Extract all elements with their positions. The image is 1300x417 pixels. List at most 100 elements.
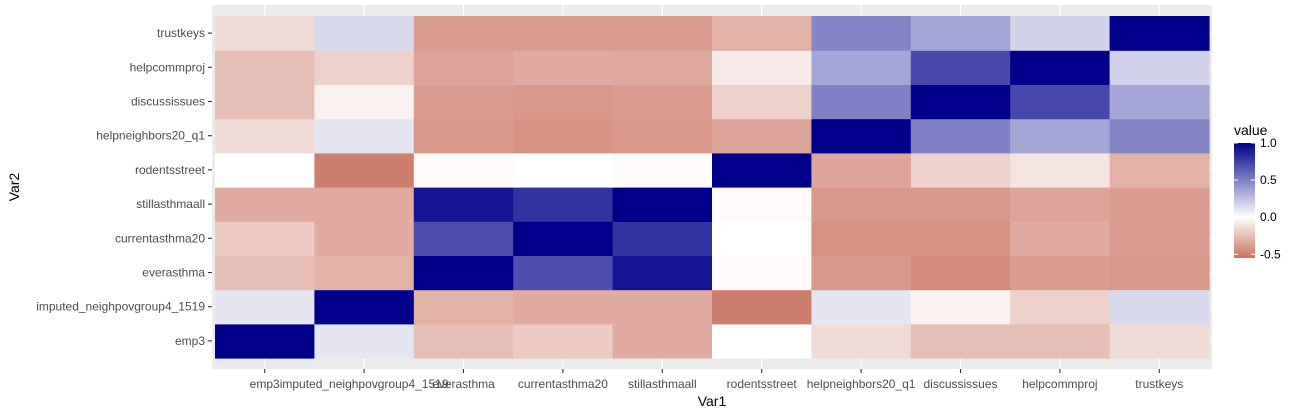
heatmap-cell [513, 221, 614, 256]
heatmap-cell [910, 255, 1011, 291]
heatmap-cell [413, 289, 514, 325]
y-tick-label: helpneighbors20_q1 [96, 129, 205, 143]
heatmap-cell [910, 50, 1011, 85]
legend-tick-label: 1.0 [1260, 136, 1277, 150]
heatmap-cell [712, 152, 812, 188]
heatmap-cell [712, 50, 812, 85]
heatmap-cell [413, 84, 514, 120]
heatmap-cell [811, 152, 912, 188]
heatmap-cell [1010, 16, 1111, 51]
heatmap-cell [513, 16, 614, 51]
x-tick-label: helpcommproj [1022, 377, 1097, 391]
heatmap-cell [513, 323, 614, 359]
heatmap-cell [910, 16, 1011, 51]
heatmap-cell [413, 255, 514, 291]
y-tick-label: everasthma [142, 266, 205, 280]
heatmap-cell [215, 118, 315, 154]
heatmap-cell [1109, 187, 1210, 222]
x-tick-label: imputed_neighpovgroup4_1519 [280, 377, 449, 391]
heatmap-cell [712, 289, 812, 325]
heatmap-cell [811, 16, 912, 51]
heatmap-cell [215, 50, 315, 85]
heatmap-cell [314, 289, 415, 325]
heatmap-cell [612, 152, 713, 188]
heatmap-cell [811, 84, 912, 120]
y-tick-label: currentasthma20 [115, 231, 205, 245]
heatmap-cell [712, 221, 812, 256]
x-tick-label: rodentsstreet [727, 377, 798, 391]
heatmap-cell [314, 323, 415, 359]
heatmap-cell [1109, 255, 1210, 291]
heatmap-cell [712, 187, 812, 222]
heatmap-cell [612, 50, 713, 85]
legend-tick-label: 0.5 [1260, 173, 1277, 187]
heatmap-cell [413, 118, 514, 154]
x-axis: emp3 imputed_neighpovgroup4_1519everasthm… [250, 369, 1183, 391]
heatmap-cell [910, 323, 1011, 359]
heatmap-cell [1010, 289, 1111, 325]
y-tick-label: imputed_neighpovgroup4_1519 [36, 300, 205, 314]
heatmap-cell [712, 323, 812, 359]
legend-tick-label: -0.5 [1260, 247, 1281, 261]
heatmap-cell [215, 255, 315, 291]
heatmap-cell [612, 16, 713, 51]
y-axis: emp3 imputed_neighpovgroup4_1519 everasthm… [36, 26, 212, 348]
heatmap-cell [1109, 323, 1210, 359]
x-tick-label: trustkeys [1135, 377, 1183, 391]
x-tick-label: everasthma [432, 377, 495, 391]
heatmap-cell [811, 255, 912, 291]
heatmap-cell [1010, 50, 1111, 85]
legend-colorbar [1234, 143, 1255, 258]
heatmap-cell [215, 289, 315, 325]
heatmap-cell [1109, 289, 1210, 325]
heatmap-cell [1010, 118, 1111, 154]
heatmap-cell [612, 255, 713, 291]
y-tick-label: rodentsstreet [135, 163, 206, 177]
heatmap-cell [314, 50, 415, 85]
legend-ticks: 1.0 0.5 0.0 -0.5 [1234, 136, 1281, 261]
heatmap-cell [612, 118, 713, 154]
heatmap-cell [910, 84, 1011, 120]
heatmap-cell [513, 152, 614, 188]
heatmap-cell [413, 152, 514, 188]
heatmap-cell [513, 187, 614, 222]
heatmap-cell [712, 255, 812, 291]
heatmap-cell [1109, 118, 1210, 154]
heatmap-cell [314, 84, 415, 120]
heatmap-cell [215, 84, 315, 120]
heatmap-cell [314, 16, 415, 51]
heatmap-cell [513, 289, 614, 325]
x-tick-label: discussissues [923, 377, 997, 391]
heatmap-cell [513, 118, 614, 154]
heatmap-cell [314, 255, 415, 291]
y-tick-label: helpcommproj [130, 60, 205, 74]
heatmap-cell [712, 16, 812, 51]
heatmap-cell [413, 16, 514, 51]
heatmap-cell [612, 221, 713, 256]
heatmap-cell [215, 152, 315, 188]
heatmap-cell [1109, 84, 1210, 120]
y-tick-label: discussissues [131, 95, 205, 109]
heatmap-cell [215, 16, 315, 51]
heatmap-cell [215, 221, 315, 256]
heatmap-cell [910, 152, 1011, 188]
heatmap-cell [513, 50, 614, 85]
heatmap-cell [1109, 152, 1210, 188]
heatmap-cell [215, 323, 315, 359]
x-axis-title: Var1 [698, 393, 727, 409]
heatmap-cell [910, 221, 1011, 256]
heatmap-cell [1010, 221, 1111, 256]
heatmap-cell [1109, 16, 1210, 51]
heatmap-cell [1010, 152, 1111, 188]
heatmap-cells [215, 16, 1210, 359]
heatmap-cell [811, 323, 912, 359]
legend-title: value [1234, 122, 1268, 138]
legend-tick-label: 0.0 [1260, 210, 1277, 224]
heatmap-cell [1109, 50, 1210, 85]
heatmap-cell [513, 255, 614, 291]
y-tick-label: trustkeys [157, 26, 205, 40]
heatmap-cell [811, 118, 912, 154]
x-tick-label: stillasthmaall [628, 377, 697, 391]
heatmap-cell [413, 221, 514, 256]
